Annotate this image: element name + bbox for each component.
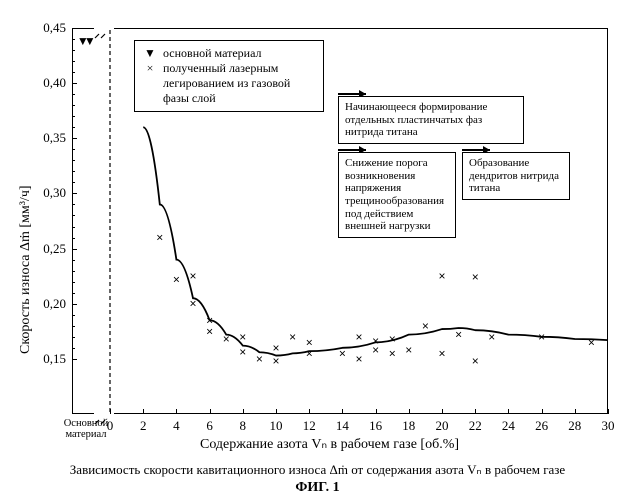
scatter-point-x: ×	[438, 346, 445, 360]
annotation-box: Снижение порога возникновения напряжения…	[338, 152, 456, 238]
scatter-point-x: ×	[588, 335, 595, 349]
scatter-point-x: ×	[538, 330, 545, 344]
scatter-point-x: ×	[306, 335, 313, 349]
scatter-point-triangle: ▼	[84, 34, 96, 48]
scatter-point-x: ×	[189, 269, 196, 283]
scatter-point-x: ×	[472, 354, 479, 368]
annotation-box: Начинающееся формирование отдельных плас…	[338, 96, 524, 144]
scatter-point-x: ×	[355, 330, 362, 344]
scatter-point-x: ×	[339, 346, 346, 360]
scatter-point-x: ×	[239, 345, 246, 359]
scatter-point-x: ×	[173, 272, 180, 286]
scatter-point-x: ×	[156, 231, 163, 245]
scatter-point-x: ×	[289, 330, 296, 344]
scatter-point-x: ×	[272, 341, 279, 355]
scatter-point-x: ×	[389, 346, 396, 360]
scatter-point-x: ×	[239, 330, 246, 344]
scatter-point-x: ×	[256, 352, 263, 366]
legend-text: полученный лазерным легированием из газо…	[163, 61, 315, 106]
figure-caption: Зависимость скорости кавитационного изно…	[0, 462, 635, 478]
scatter-point-x: ×	[389, 332, 396, 346]
legend-text: основной материал	[163, 46, 262, 61]
figure-wrap: 0,150,200,250,300,350,400,45024681012141…	[0, 0, 635, 500]
scatter-point-x: ×	[223, 332, 230, 346]
figure-number: ФИГ. 1	[0, 480, 635, 496]
scatter-point-x: ×	[372, 334, 379, 348]
legend-item: ▼ основной материал	[143, 46, 315, 61]
legend-symbol-icon: ×	[143, 61, 157, 75]
scatter-point-x: ×	[206, 324, 213, 338]
scatter-point-x: ×	[472, 270, 479, 284]
scatter-point-x: ×	[405, 343, 412, 357]
legend: ▼ основной материал × полученный лазерным л…	[134, 40, 324, 112]
scatter-point-x: ×	[355, 352, 362, 366]
scatter-point-x: ×	[455, 328, 462, 342]
scatter-point-x: ×	[488, 330, 495, 344]
scatter-point-x: ×	[189, 297, 196, 311]
scatter-point-x: ×	[438, 269, 445, 283]
scatter-point-x: ×	[272, 354, 279, 368]
legend-item: × полученный лазерным легированием из газ…	[143, 61, 315, 106]
scatter-point-x: ×	[422, 319, 429, 333]
annotation-box: Образование дендритов нитрида титана	[462, 152, 570, 200]
legend-symbol-icon: ▼	[143, 46, 157, 60]
